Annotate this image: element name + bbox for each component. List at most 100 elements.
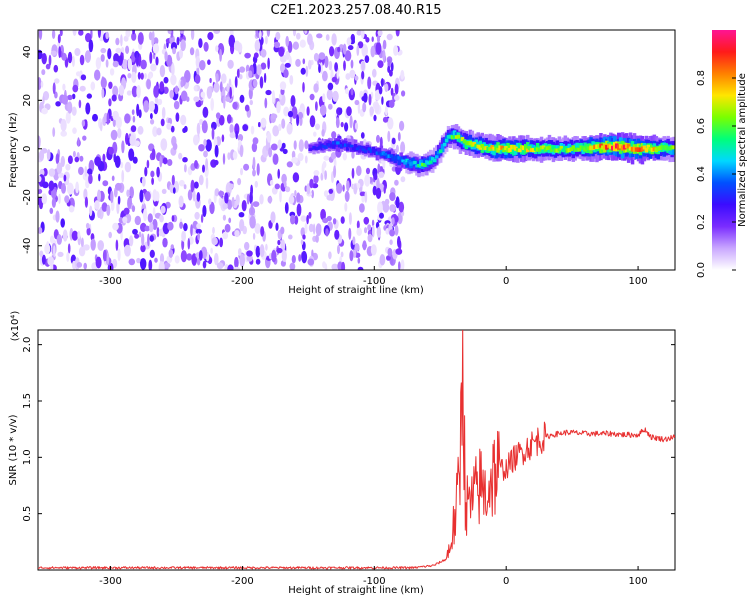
noise-speckle bbox=[190, 179, 195, 193]
ridge-cell bbox=[361, 148, 366, 152]
noise-speckle bbox=[219, 237, 224, 248]
noise-speckle bbox=[229, 132, 236, 139]
noise-speckle bbox=[389, 204, 396, 213]
ridge-cell bbox=[666, 146, 670, 151]
noise-speckle bbox=[377, 30, 383, 37]
noise-speckle bbox=[252, 169, 256, 177]
noise-speckle bbox=[155, 191, 160, 202]
noise-speckle bbox=[249, 99, 253, 106]
noise-speckle bbox=[333, 165, 337, 178]
noise-speckle bbox=[228, 217, 232, 224]
ridge-cell bbox=[634, 147, 639, 152]
noise-speckle bbox=[41, 193, 48, 205]
ridge-cell bbox=[320, 143, 324, 147]
noise-speckle bbox=[324, 263, 328, 270]
noise-speckle bbox=[105, 31, 110, 40]
noise-speckle bbox=[52, 127, 56, 138]
ridge-cell bbox=[494, 146, 498, 151]
noise-speckle bbox=[387, 117, 394, 130]
noise-speckle bbox=[137, 125, 144, 135]
noise-speckle bbox=[106, 112, 110, 125]
noise-speckle bbox=[112, 60, 119, 68]
noise-speckle bbox=[164, 51, 168, 62]
noise-speckle bbox=[88, 39, 94, 53]
noise-speckle bbox=[382, 116, 389, 123]
noise-speckle bbox=[270, 113, 278, 120]
noise-speckle bbox=[144, 166, 148, 177]
ridge-cell bbox=[310, 147, 314, 151]
colorbar-ticks: 0.0 0.2 0.4 0.6 0.8 bbox=[696, 70, 736, 278]
noise-speckle bbox=[259, 244, 265, 258]
noise-speckle bbox=[377, 163, 381, 174]
ridge-cell bbox=[431, 157, 435, 161]
noise-speckle bbox=[180, 79, 184, 88]
noise-speckle bbox=[325, 228, 329, 237]
noise-speckle bbox=[356, 30, 362, 36]
ridge-cell bbox=[502, 148, 506, 153]
noise-speckle bbox=[67, 51, 73, 64]
ridge-cell bbox=[636, 147, 641, 152]
ridge-cell bbox=[379, 152, 384, 157]
noise-speckle bbox=[208, 198, 212, 205]
x-tick-label: -100 bbox=[363, 576, 386, 587]
ridge-cell bbox=[345, 143, 350, 147]
ridge-cell bbox=[648, 147, 653, 151]
noise-speckle bbox=[226, 83, 230, 93]
noise-speckle bbox=[276, 247, 283, 254]
noise-speckle bbox=[85, 222, 90, 229]
ridge-cell bbox=[351, 147, 356, 151]
ridge-cell bbox=[638, 147, 643, 152]
noise-speckle bbox=[309, 178, 314, 189]
noise-speckle bbox=[365, 37, 370, 43]
noise-speckle bbox=[215, 112, 221, 119]
noise-speckle bbox=[316, 33, 323, 39]
noise-speckle bbox=[344, 122, 349, 132]
noise-speckle bbox=[397, 236, 401, 248]
noise-speckle bbox=[356, 45, 360, 56]
noise-speckle bbox=[246, 254, 253, 262]
noise-speckle bbox=[143, 100, 150, 113]
noise-speckle bbox=[184, 164, 187, 173]
noise-speckle bbox=[272, 90, 275, 103]
noise-speckle bbox=[255, 258, 261, 265]
noise-speckle bbox=[41, 254, 46, 265]
noise-speckle bbox=[224, 192, 229, 204]
ridge-cell bbox=[324, 145, 328, 149]
noise-speckle bbox=[108, 146, 114, 155]
ridge-cell bbox=[537, 148, 542, 152]
noise-speckle bbox=[187, 189, 193, 201]
noise-speckle bbox=[291, 150, 296, 159]
noise-speckle bbox=[67, 101, 73, 114]
noise-speckle bbox=[252, 156, 256, 170]
noise-speckle bbox=[41, 69, 46, 76]
noise-speckle bbox=[260, 62, 267, 70]
noise-speckle bbox=[264, 97, 268, 109]
noise-speckle bbox=[141, 176, 146, 187]
ridge-cell bbox=[345, 143, 350, 151]
noise-speckle bbox=[239, 94, 245, 103]
noise-speckle bbox=[41, 107, 48, 115]
noise-speckle bbox=[53, 64, 59, 73]
noise-speckle bbox=[95, 256, 102, 269]
noise-speckle bbox=[203, 139, 207, 147]
noise-speckle bbox=[112, 222, 119, 231]
noise-speckle bbox=[67, 243, 71, 254]
noise-speckle bbox=[306, 183, 311, 195]
noise-speckle bbox=[326, 194, 333, 201]
noise-speckle bbox=[256, 64, 262, 76]
noise-speckle bbox=[201, 120, 208, 134]
noise-speckle bbox=[203, 150, 208, 158]
noise-speckle bbox=[394, 94, 400, 101]
ridge-cell bbox=[446, 135, 451, 139]
noise-speckle bbox=[285, 35, 290, 47]
ridge-cell bbox=[670, 145, 674, 150]
y-tick-label: 2.0 bbox=[22, 337, 33, 353]
noise-speckle bbox=[311, 189, 314, 199]
noise-speckle bbox=[88, 173, 93, 185]
colorbar-tick-label: 0.4 bbox=[696, 166, 707, 182]
noise-speckle bbox=[315, 223, 322, 237]
noise-speckle bbox=[309, 93, 315, 101]
noise-speckle bbox=[397, 132, 401, 142]
noise-speckle bbox=[56, 234, 62, 245]
noise-speckle bbox=[53, 245, 56, 258]
